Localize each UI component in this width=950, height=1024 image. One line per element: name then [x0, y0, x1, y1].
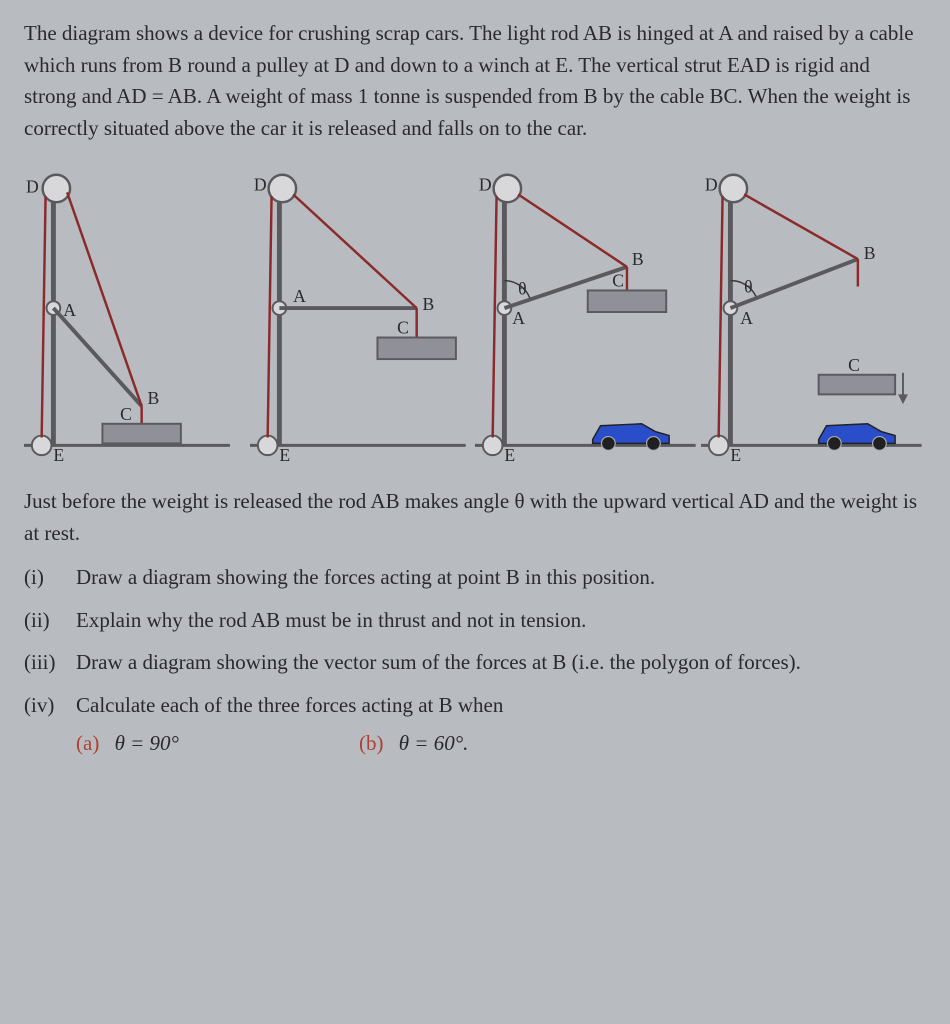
svg-text:C: C: [397, 318, 409, 338]
label-D: D: [26, 176, 39, 196]
svg-text:D: D: [704, 174, 717, 194]
label-theta: θ: [518, 278, 526, 298]
svg-text:B: B: [863, 243, 875, 263]
svg-text:A: A: [293, 286, 306, 306]
question-ii: (ii) Explain why the rod AB must be in t…: [24, 604, 926, 637]
svg-text:B: B: [422, 294, 434, 314]
label-A: A: [63, 300, 76, 320]
question-iv: (iv) Calculate each of the three forces …: [24, 689, 926, 722]
label-C: C: [120, 404, 132, 424]
svg-text:B: B: [632, 249, 644, 269]
svg-text:E: E: [504, 445, 515, 465]
svg-text:A: A: [740, 308, 753, 328]
diagram-1: D A B C E: [24, 158, 250, 468]
svg-text:C: C: [612, 271, 624, 291]
question-i: (i) Draw a diagram showing the forces ac…: [24, 561, 926, 594]
svg-text:D: D: [479, 174, 492, 194]
diagram-4: θ D A B C E: [701, 158, 927, 468]
diagram-row: D A B C E D A B C E: [24, 158, 926, 468]
diagram-3: θ D A B C E: [475, 158, 701, 468]
subpart-a: (a) θ = 90°: [76, 731, 179, 756]
svg-text:E: E: [730, 445, 741, 465]
svg-text:C: C: [848, 355, 860, 375]
diagram-2: D A B C E: [250, 158, 476, 468]
svg-text:θ: θ: [744, 276, 752, 296]
subpart-label: (a): [76, 731, 99, 755]
question-list: (i) Draw a diagram showing the forces ac…: [24, 561, 926, 721]
label-B: B: [148, 388, 160, 408]
svg-text:A: A: [512, 308, 525, 328]
svg-text:D: D: [253, 174, 266, 194]
question-text: Draw a diagram showing the forces acting…: [76, 561, 926, 594]
subpart-b: (b) θ = 60°.: [359, 731, 468, 756]
question-number: (i): [24, 561, 76, 594]
subpart-text: θ = 90°: [115, 731, 179, 755]
subparts-row: (a) θ = 90° (b) θ = 60°.: [24, 731, 926, 756]
question-iii: (iii) Draw a diagram showing the vector …: [24, 646, 926, 679]
intro-paragraph: The diagram shows a device for crushing …: [24, 18, 926, 144]
label-E: E: [53, 445, 64, 465]
svg-text:E: E: [279, 445, 290, 465]
mid-paragraph: Just before the weight is released the r…: [24, 486, 926, 549]
